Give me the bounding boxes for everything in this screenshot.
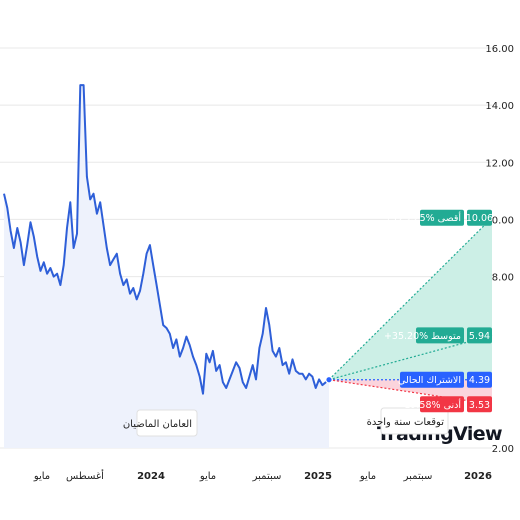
- x-tick-label: 2025: [304, 471, 332, 482]
- x-tick-label: 2024: [137, 471, 165, 482]
- forecast-high-label-bg: [420, 209, 464, 226]
- x-tick-label: مايو: [359, 471, 376, 482]
- price-line: [3, 84, 330, 395]
- y-tick-label: 14.00: [485, 101, 514, 112]
- forecast-low-line: [328, 379, 493, 405]
- forecast-current-value: 4.39: [469, 375, 490, 386]
- forecast-current-label: الاشتراك الحالي: [398, 375, 461, 386]
- forecast-high-label: +129.25% أقصى: [384, 211, 461, 224]
- forecast-low-label: -19.58% أدنى: [401, 398, 461, 411]
- x-tick-label: أغسطس: [66, 469, 104, 482]
- y-tick-label: 2.00: [492, 444, 514, 455]
- forecast-average-line: [328, 334, 493, 381]
- current-price-dot: [325, 375, 333, 384]
- x-tick-label: سبتمبر: [403, 471, 433, 482]
- x-tick-label: 2026: [464, 471, 492, 482]
- forecast-low-value-bg: [467, 396, 492, 413]
- forecast-tags: +129.25% أقصى 10.06 +35.20% متوسط 5.94 الاشت…: [384, 209, 493, 413]
- x-tick-label: مايو: [33, 471, 50, 482]
- forecast-average-value-bg: [467, 327, 492, 344]
- forecast-low-value: 3.53: [469, 400, 490, 411]
- x-tick-label: سبتمبر: [252, 471, 282, 482]
- forecast-period-box: توقعات سنة واحدة: [367, 407, 449, 435]
- y-tick-label: 16.00: [485, 44, 514, 55]
- past-period-box: العامان الماضيان: [123, 409, 198, 437]
- forecast-average-label-bg: [416, 327, 464, 344]
- forecast-high-value: 10.06: [466, 213, 493, 224]
- y-tick-label: 10.00: [485, 215, 514, 226]
- forecast-high-value-bg: [467, 209, 492, 226]
- forecast-period-label: توقعات سنة واحدة: [367, 417, 445, 428]
- forecast-average-label: +35.20% متوسط: [384, 331, 461, 342]
- forecast-current-value-bg: [467, 371, 492, 388]
- x-axis: مايو أغسطس 2024 مايو سبتمبر 2025 مايو سبتمبر 202…: [33, 469, 492, 482]
- forecast-current-label-bg: [400, 371, 464, 388]
- y-tick-label: 8.00: [492, 273, 514, 284]
- y-axis: 2.00 8.00 10.00 12.00 14.00 16.00: [485, 44, 514, 455]
- price-area: [4, 85, 329, 448]
- forecast-average-value: 5.94: [469, 331, 490, 342]
- past-period-label: العامان الماضيان: [123, 419, 192, 430]
- forecast-low-label-bg: [420, 396, 464, 413]
- forecast-upside-area: [329, 217, 492, 380]
- y-tick-label: 12.00: [485, 158, 514, 169]
- x-tick-label: مايو: [199, 471, 216, 482]
